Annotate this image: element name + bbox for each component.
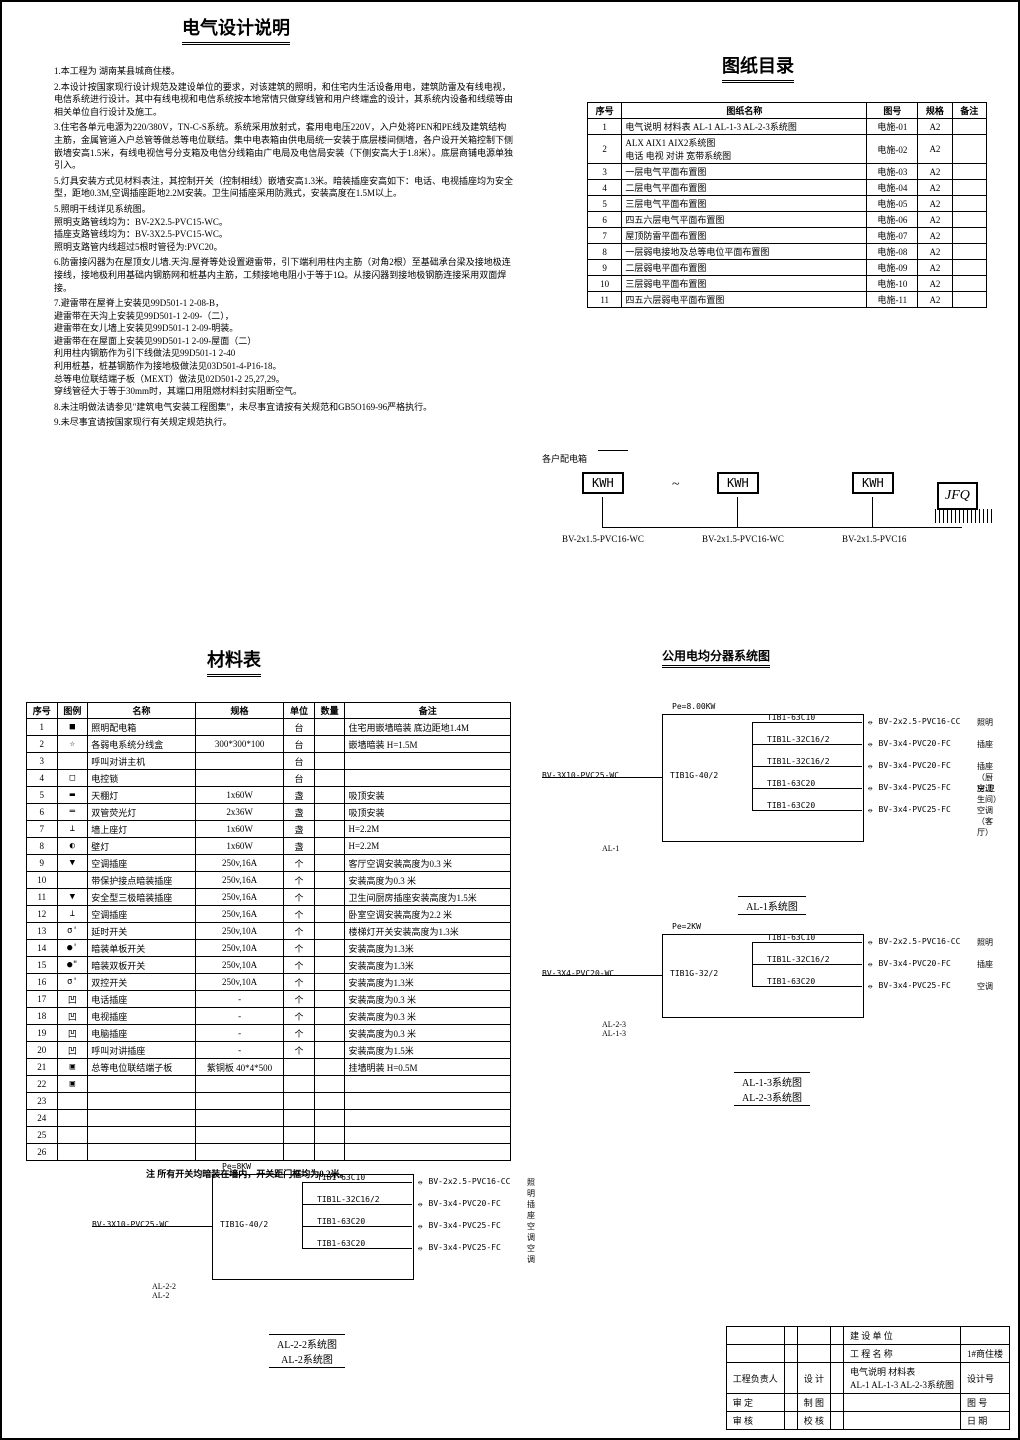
main-title: 电气设计说明 xyxy=(182,14,290,47)
mat-title: 材料表 xyxy=(207,646,261,679)
pub-title: 公用电均分器系统图 xyxy=(662,647,770,664)
al1-system: Pe=8.00KWBV-3X10-PVC25-WCTIB1G-40/2TIB1-… xyxy=(542,702,1002,915)
mat-table: 序号图例名称规格单位数量备注1■照明配电箱台住宅用嵌墙暗装 底边距地1.4M2☆… xyxy=(26,702,511,1180)
kwh-diagram: 各户配电箱 KWH ~ KWH KWH JFQ BV-2x1.5-PVC16-W… xyxy=(542,432,1012,592)
toc-table: 序号图纸名称图号规格备注1电气说明 材料表 AL-1 AL-1-3 AL-2-3… xyxy=(587,102,987,308)
toc-title: 图纸目录 xyxy=(722,52,794,85)
al22-system: Pe=8KWBV-3X10-PVC25-WCTIB1G-40/2TIB1-63C… xyxy=(92,1162,522,1368)
design-notes: 1.本工程为 湖南某县城商住楼。2.本设计按国家现行设计规范及建设单位的要求，对… xyxy=(54,62,514,432)
title-block: 建 设 单 位工 程 名 称1#商住楼工程负责人设 计电气说明 材料表 AL-1… xyxy=(726,1326,1010,1430)
al13-system: Pe=2KWBV-3X4-PVC20-WCTIB1G-32/2TIB1-63C1… xyxy=(542,922,1002,1106)
